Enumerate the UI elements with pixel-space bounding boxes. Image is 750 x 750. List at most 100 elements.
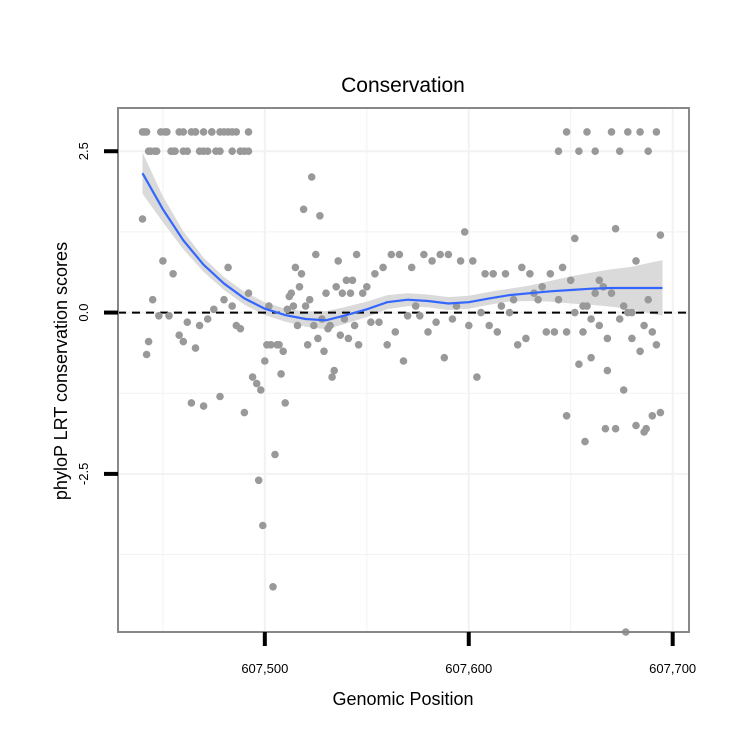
data-point (293, 321, 302, 330)
data-point (375, 318, 383, 327)
data-point (615, 315, 624, 323)
data-point (281, 399, 290, 407)
data-point (299, 205, 308, 214)
y-tick-label: 0.0 (76, 304, 91, 322)
data-point (636, 347, 644, 356)
data-point (336, 331, 345, 340)
data-point (179, 128, 188, 136)
data-point (571, 234, 579, 243)
data-point (291, 263, 300, 272)
confidence-band-area (142, 152, 663, 330)
data-point (208, 128, 216, 136)
data-point (163, 128, 171, 136)
data-point (265, 302, 273, 310)
data-point (228, 302, 236, 310)
data-point (416, 312, 424, 320)
data-point (328, 373, 336, 381)
data-point (379, 263, 387, 272)
data-point (183, 318, 192, 327)
data-point (334, 257, 343, 265)
data-point (501, 270, 510, 278)
data-point (411, 302, 420, 310)
x-tick-label: 607,600 (445, 661, 492, 676)
data-point (595, 276, 604, 285)
data-point (477, 308, 485, 317)
data-point (187, 399, 196, 407)
data-point (350, 321, 359, 330)
data-point (330, 366, 339, 375)
data-point (210, 305, 218, 314)
data-point (652, 341, 661, 349)
data-point (199, 147, 208, 155)
data-point (316, 212, 324, 220)
data-point (444, 250, 453, 259)
data-point (169, 147, 177, 155)
data-point (571, 308, 579, 317)
data-point (159, 257, 167, 265)
data-point (640, 321, 648, 330)
data-point (191, 344, 200, 352)
data-point (175, 331, 183, 340)
data-point (603, 366, 612, 375)
data-point (522, 334, 530, 343)
data-point (562, 412, 571, 420)
data-point (603, 334, 612, 343)
data-point (440, 353, 449, 362)
data-point (203, 315, 212, 323)
data-points (138, 128, 665, 636)
data-point (558, 263, 567, 272)
data-point (267, 341, 275, 349)
data-point (566, 276, 575, 285)
data-point (322, 289, 330, 298)
data-point (656, 408, 665, 417)
data-point (509, 295, 518, 304)
data-point (456, 257, 465, 265)
data-point (138, 215, 147, 223)
data-point (261, 357, 269, 365)
data-point (348, 276, 357, 285)
data-point (432, 318, 440, 327)
data-point (244, 289, 253, 298)
data-point (469, 257, 477, 265)
data-point (338, 289, 347, 298)
data-point (460, 228, 469, 236)
data-point (354, 341, 363, 349)
data-point (656, 231, 665, 239)
data-point (542, 328, 551, 336)
data-point (473, 373, 481, 381)
data-point (607, 128, 616, 136)
data-point (307, 173, 316, 181)
data-point (611, 424, 620, 433)
data-point (289, 302, 298, 310)
data-point (601, 424, 610, 433)
data-point (383, 341, 392, 349)
y-axis-ticks: 2.5 0.0 -2.5 (76, 142, 118, 485)
data-point (346, 289, 355, 298)
data-point (428, 257, 436, 265)
data-point (191, 128, 200, 136)
x-tick-label: 607,500 (241, 661, 288, 676)
data-point (277, 370, 285, 378)
data-point (632, 421, 640, 430)
data-point (301, 302, 310, 310)
data-point (271, 450, 279, 459)
data-point (216, 147, 224, 155)
confidence-band (142, 152, 663, 330)
data-point (587, 353, 595, 362)
data-point (283, 305, 292, 314)
data-point (358, 289, 367, 298)
data-point (448, 315, 457, 323)
data-point (342, 276, 351, 285)
data-point (546, 270, 555, 278)
data-point (320, 347, 328, 356)
data-point (611, 224, 620, 233)
data-point (554, 147, 563, 155)
data-point (391, 328, 400, 336)
data-point (619, 302, 628, 310)
chart-title: Conservation (341, 74, 465, 97)
data-point (632, 257, 640, 265)
data-point (644, 295, 652, 304)
data-point (607, 289, 616, 298)
data-point (505, 308, 514, 317)
data-point (216, 392, 224, 401)
